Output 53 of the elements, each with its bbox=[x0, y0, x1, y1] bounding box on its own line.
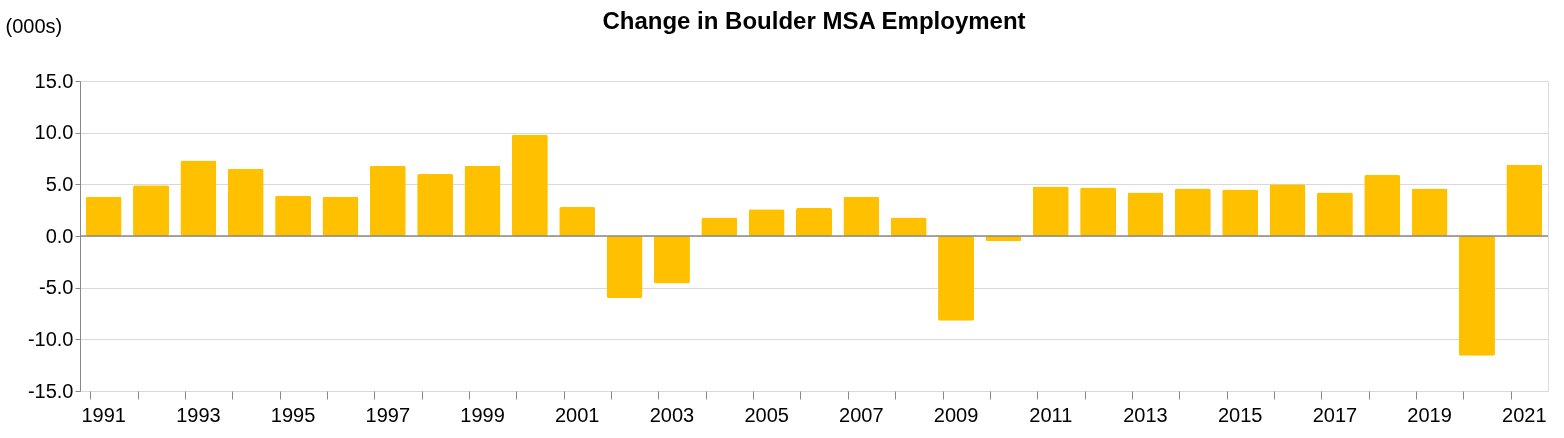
bar bbox=[938, 236, 975, 321]
bar bbox=[1269, 184, 1306, 236]
x-tick-label: 2009 bbox=[933, 403, 979, 426]
bar bbox=[417, 174, 454, 236]
bar bbox=[85, 196, 122, 236]
x-tick-label: 1999 bbox=[460, 403, 505, 426]
x-tick-label: 1995 bbox=[270, 403, 316, 426]
x-tick-label: 1997 bbox=[365, 403, 411, 426]
bar bbox=[559, 207, 596, 236]
x-tick-label: 2019 bbox=[1407, 403, 1452, 426]
bar bbox=[227, 168, 264, 236]
x-tick-label: 2005 bbox=[744, 403, 789, 426]
bar bbox=[653, 236, 690, 284]
bar bbox=[1222, 189, 1259, 236]
bar bbox=[843, 196, 880, 236]
y-tick-label: 15.0 bbox=[34, 69, 74, 92]
bar bbox=[1458, 236, 1495, 356]
y-tick-label: 10.0 bbox=[34, 121, 74, 144]
bar bbox=[1032, 186, 1069, 236]
x-tick-label: 2003 bbox=[649, 403, 695, 426]
x-tick-label: 2021 bbox=[1502, 403, 1547, 426]
y-tick-label: -10.0 bbox=[27, 327, 74, 350]
bar bbox=[511, 134, 548, 236]
bar bbox=[1316, 192, 1353, 236]
bar bbox=[322, 196, 359, 236]
x-tick-label: 1991 bbox=[81, 403, 126, 426]
bar bbox=[748, 209, 785, 236]
bar bbox=[1364, 175, 1401, 236]
bar bbox=[1174, 188, 1211, 236]
y-axis-title: (000s) bbox=[5, 14, 63, 37]
bar bbox=[606, 236, 643, 298]
y-tick-label: -5.0 bbox=[39, 276, 74, 299]
x-tick-label: 2007 bbox=[839, 403, 884, 426]
bar bbox=[1506, 164, 1543, 236]
chart-title: Change in Boulder MSA Employment bbox=[602, 7, 1026, 34]
x-tick-label: 2017 bbox=[1312, 403, 1358, 426]
y-tick-label: 5.0 bbox=[45, 172, 74, 195]
bar bbox=[1080, 187, 1117, 236]
y-tick-label: -15.0 bbox=[27, 379, 74, 402]
y-tick-label: 0.0 bbox=[45, 224, 74, 247]
bar bbox=[1411, 188, 1448, 236]
bar bbox=[1127, 192, 1164, 236]
bar bbox=[133, 185, 170, 236]
bar bbox=[464, 165, 501, 236]
x-tick-label: 2015 bbox=[1217, 403, 1263, 426]
x-tick-label: 1993 bbox=[176, 403, 221, 426]
bar bbox=[796, 208, 832, 236]
x-tick-label: 2001 bbox=[554, 403, 600, 426]
bar bbox=[180, 160, 217, 236]
bar bbox=[275, 195, 312, 236]
bar bbox=[369, 165, 406, 236]
x-tick-label: 2011 bbox=[1029, 403, 1073, 426]
x-tick-label: 2013 bbox=[1123, 403, 1168, 426]
